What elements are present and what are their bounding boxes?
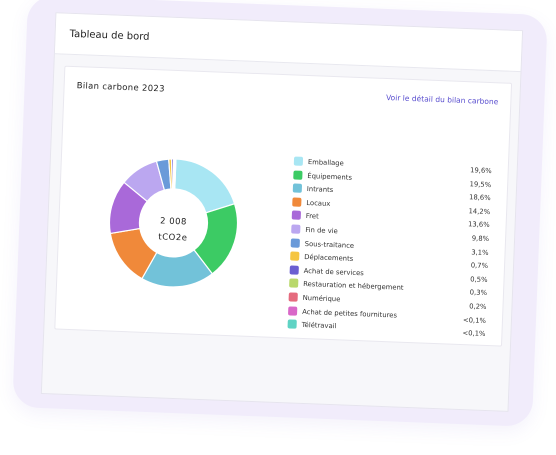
legend-value: 19,6%	[469, 166, 492, 176]
legend-value: 0,2%	[469, 302, 487, 311]
legend-value: <0,1%	[462, 315, 487, 325]
detail-link[interactable]: Voir le détail du bilan carbone	[385, 92, 499, 107]
carbon-card: Bilan carbone 2023 Voir le détail du bil…	[54, 65, 513, 347]
card-title: Bilan carbone 2023	[76, 81, 165, 95]
legend-label: Emballage	[307, 158, 344, 168]
legend-value: 19,5%	[469, 179, 492, 189]
legend-swatch	[289, 265, 299, 275]
legend-swatch	[290, 238, 300, 248]
legend-label: Télétravail	[301, 321, 337, 331]
legend-label: Fret	[305, 212, 319, 221]
total-unit: tCO2e	[158, 232, 188, 244]
dashboard-screen: Tableau de bord Bilan carbone 2023 Voir …	[40, 12, 524, 412]
legend-value: 3,1%	[471, 247, 489, 257]
legend-label: Achat de petites fournitures	[302, 307, 398, 320]
legend-swatch	[289, 278, 299, 289]
legend-label: Locaux	[306, 198, 331, 208]
legend-value: 0,3%	[469, 288, 488, 298]
legend-label: Équipements	[307, 171, 353, 182]
legend-value: 13,6%	[467, 220, 490, 230]
legend-label: Restauration et hébergement	[303, 280, 404, 293]
legend-value: 14,2%	[468, 207, 491, 216]
legend-swatch	[293, 156, 304, 166]
legend-label: Numérique	[302, 293, 341, 304]
legend-value: 0,7%	[470, 261, 489, 271]
legend-label: Sous-traitance	[304, 239, 355, 250]
legend-swatch	[287, 319, 297, 329]
legend-label: Fin de vie	[305, 225, 338, 236]
legend-swatch	[292, 183, 303, 194]
tablet-frame: Tableau de bord Bilan carbone 2023 Voir …	[12, 0, 548, 427]
legend-label: Intrants	[306, 185, 334, 195]
legend-swatch	[292, 197, 302, 207]
legend-swatch	[290, 251, 300, 261]
total-value: 2 008	[159, 216, 188, 228]
legend-swatch	[293, 170, 303, 180]
legend-value: 0,5%	[470, 275, 488, 284]
top-bar: Tableau de bord	[54, 13, 523, 73]
legend-value: 9,8%	[471, 234, 490, 244]
legend-swatch	[291, 224, 301, 234]
legend-swatch	[291, 210, 302, 221]
chart-legend: Emballage 19,6% Équipements 19,5% Intrants 18…	[281, 155, 494, 339]
legend-label: Achat de services	[303, 266, 364, 278]
donut-slice	[174, 158, 177, 190]
legend-value: 18,6%	[468, 193, 491, 203]
legend-label: Déplacements	[304, 253, 354, 264]
legend-swatch	[288, 305, 298, 316]
legend-value: <0,1%	[462, 329, 486, 339]
donut-chart	[108, 158, 239, 288]
page-title: Tableau de bord	[69, 28, 150, 43]
legend-swatch	[288, 292, 298, 302]
